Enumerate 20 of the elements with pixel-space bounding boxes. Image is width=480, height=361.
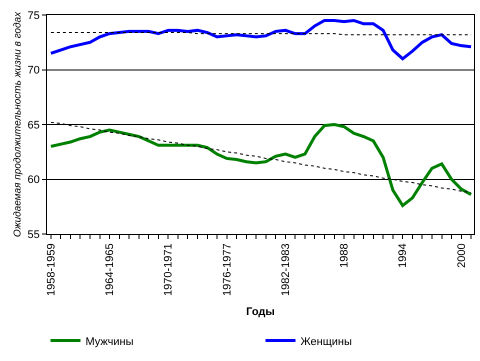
y-tick-label: 75 [28,10,40,22]
y-axis-title: Ожидаемая продолжительность жизни в годах [12,10,24,238]
x-tick-label: 1970-1971 [162,243,175,296]
x-tick-label: 1964-1965 [104,243,116,296]
y-tick-label: 60 [28,174,40,186]
x-tick-label: 1958-1959 [45,243,58,296]
legend-label: Женщины [300,336,352,348]
line-series [49,18,473,60]
legend-label: Мужчины [86,336,134,348]
x-axis-title: Годы [246,306,275,318]
x-tick-label: 1982-1983 [280,243,292,296]
y-tick-label: 70 [28,64,40,77]
y-tick-label: 65 [28,119,40,132]
line-series [50,122,472,193]
line-series [49,123,473,208]
x-tick-label: 1994 [397,243,410,268]
x-tick-label: 1988 [338,243,351,268]
x-tick-label: 2000 [456,243,468,268]
y-tick-label: 55 [28,228,40,241]
x-tick-label: 1976-1977 [221,243,234,296]
